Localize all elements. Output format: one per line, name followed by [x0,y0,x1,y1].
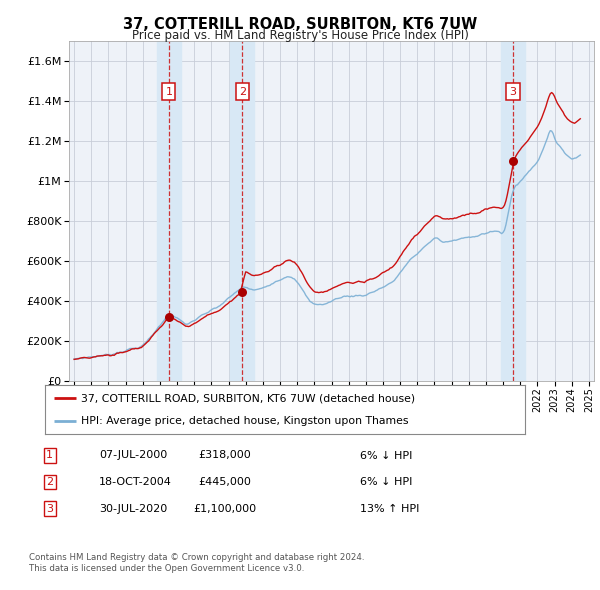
Text: 37, COTTERILL ROAD, SURBITON, KT6 7UW: 37, COTTERILL ROAD, SURBITON, KT6 7UW [123,17,477,32]
Text: £1,100,000: £1,100,000 [193,504,257,513]
Text: 37, COTTERILL ROAD, SURBITON, KT6 7UW (detached house): 37, COTTERILL ROAD, SURBITON, KT6 7UW (d… [81,394,415,404]
Text: 6% ↓ HPI: 6% ↓ HPI [360,477,412,487]
Text: 30-JUL-2020: 30-JUL-2020 [99,504,167,513]
Text: Price paid vs. HM Land Registry's House Price Index (HPI): Price paid vs. HM Land Registry's House … [131,29,469,42]
Text: 3: 3 [46,504,53,513]
Text: 18-OCT-2004: 18-OCT-2004 [99,477,172,487]
Text: 1: 1 [166,87,172,97]
Text: HPI: Average price, detached house, Kingston upon Thames: HPI: Average price, detached house, King… [81,415,409,425]
Text: 13% ↑ HPI: 13% ↑ HPI [360,504,419,513]
Text: 07-JUL-2000: 07-JUL-2000 [99,451,167,460]
Text: 1: 1 [46,451,53,460]
Text: 6% ↓ HPI: 6% ↓ HPI [360,451,412,460]
Text: 2: 2 [46,477,53,487]
Bar [501,41,525,381]
Text: 3: 3 [509,87,517,97]
Bar [157,41,181,381]
Bar [230,41,254,381]
Text: 2: 2 [239,87,246,97]
Text: This data is licensed under the Open Government Licence v3.0.: This data is licensed under the Open Gov… [29,565,304,573]
Text: £318,000: £318,000 [199,451,251,460]
Text: £445,000: £445,000 [199,477,251,487]
Text: Contains HM Land Registry data © Crown copyright and database right 2024.: Contains HM Land Registry data © Crown c… [29,553,364,562]
